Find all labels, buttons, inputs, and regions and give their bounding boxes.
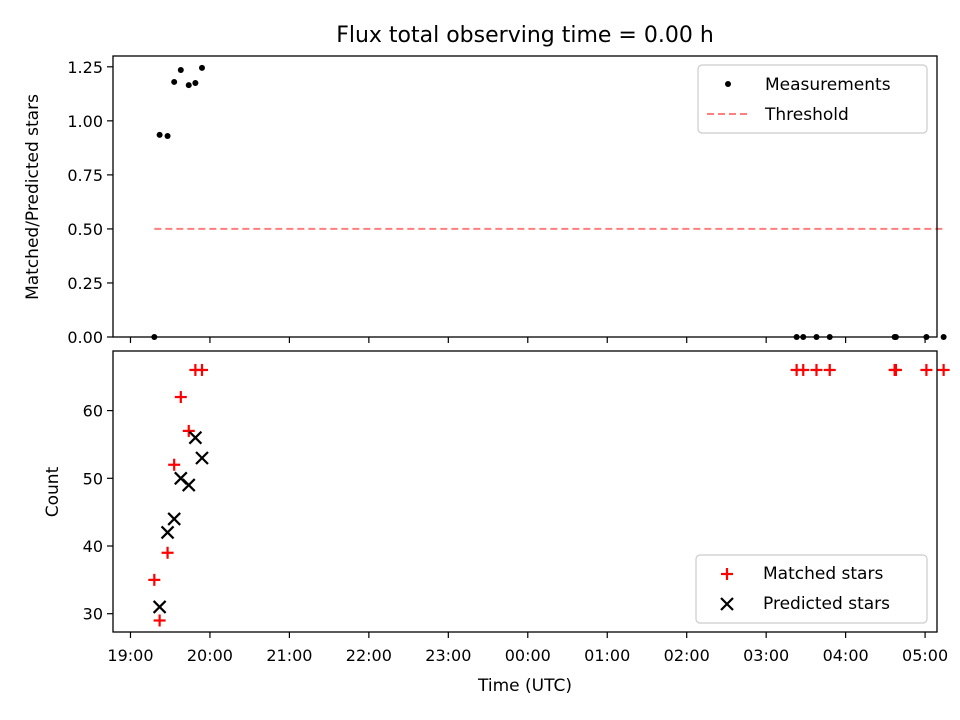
x-tick-label: 03:00: [743, 646, 789, 665]
measurement-point: [177, 67, 184, 74]
count-legend: Matched stars Predicted stars: [695, 554, 928, 624]
x-tick-label: 20:00: [187, 646, 233, 665]
measurement-point: [198, 64, 205, 71]
legend-predicted-marker: [720, 597, 734, 611]
count-y-tick-label: 40: [83, 537, 103, 556]
ratio-y-tick-label: 0.25: [67, 274, 103, 293]
predicted-star-point: [181, 478, 196, 492]
ratio-legend: Measurements Threshold: [697, 64, 928, 134]
matched-star-point: [168, 458, 181, 471]
count-legend-box: [695, 554, 928, 624]
legend-measurement-marker: [725, 81, 731, 87]
predicted-star-point: [195, 451, 209, 465]
ratio-y-axis-label: Matched/Predicted stars: [23, 94, 43, 300]
matched-star-point: [153, 614, 166, 627]
ratio-y-tick-label: 1.25: [67, 58, 103, 77]
matched-star-point: [161, 546, 174, 559]
x-tick-label: 23:00: [425, 646, 471, 665]
predicted-star-point: [152, 600, 167, 614]
legend-matched-marker: [721, 568, 733, 580]
legend-matched-label: Matched stars: [763, 564, 883, 584]
measurement-point: [185, 82, 192, 89]
measurement-point: [940, 334, 947, 340]
x-tick-label: 02:00: [664, 646, 710, 665]
count-plot-frame: [112, 350, 938, 633]
legend-predicted-label: Predicted stars: [763, 594, 890, 614]
count-panel: 30 40 50 60 19:00 20:00 21:00 22:00 23:00 00:00 0…: [43, 350, 950, 696]
matched-star-point: [182, 424, 195, 437]
x-tick-label: 05:00: [902, 646, 948, 665]
legend-measurements-label: Measurements: [765, 75, 891, 95]
matched-star-point: [810, 363, 823, 376]
predicted-star-point: [167, 512, 181, 526]
matched-star-point: [195, 363, 208, 376]
x-tick-label: 00:00: [505, 646, 551, 665]
ratio-panel: 0.00 0.25 0.50 0.75 1.00 1.25 Matched/Predict…: [23, 55, 947, 347]
chart-title: Flux total observing time = 0.00 h: [336, 23, 714, 48]
predicted-star-point: [160, 525, 175, 540]
ratio-y-tick-label: 0.00: [67, 328, 103, 347]
x-tick-label: 22:00: [346, 646, 392, 665]
count-y-axis-label: Count: [43, 466, 63, 517]
x-tick-label: 19:00: [107, 646, 153, 665]
count-y-tick-label: 30: [83, 605, 103, 624]
matched-star-point: [148, 573, 161, 586]
x-tick-label: 04:00: [823, 646, 869, 665]
matched-star-point: [174, 391, 187, 404]
matched-star-point: [889, 363, 902, 376]
predicted-star-point: [188, 430, 203, 445]
matched-star-point: [797, 363, 810, 376]
x-tick-label: 01:00: [584, 646, 630, 665]
x-tick-label: 21:00: [266, 646, 312, 665]
ratio-y-tick-label: 0.50: [67, 220, 103, 239]
measurement-point: [171, 78, 178, 85]
measurement-point: [192, 80, 199, 87]
count-y-tick-label: 50: [83, 469, 103, 488]
ratio-y-tick-label: 1.00: [67, 112, 103, 131]
count-y-tick-label: 60: [83, 402, 103, 421]
matched-star-point: [823, 363, 836, 376]
x-axis-label: Time (UTC): [477, 676, 572, 696]
matched-star-point: [937, 363, 950, 376]
ratio-legend-box: [697, 64, 928, 134]
legend-threshold-label: Threshold: [764, 105, 849, 125]
measurement-point: [156, 131, 163, 138]
matched-star-point: [920, 363, 933, 376]
measurement-point: [164, 132, 171, 139]
ratio-plot-frame: [112, 55, 938, 338]
ratio-y-tick-label: 0.75: [67, 166, 103, 185]
